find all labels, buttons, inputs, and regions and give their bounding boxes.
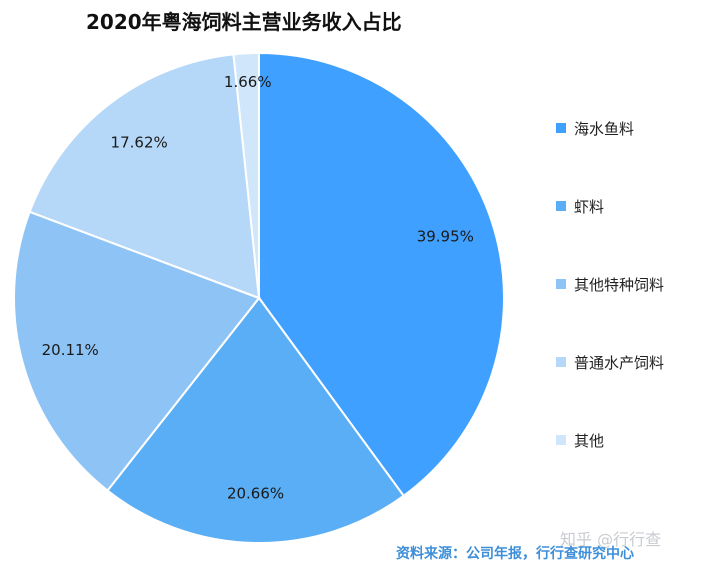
- chart-title: 2020年粤海饲料主营业务收入占比: [86, 10, 402, 34]
- legend-item: 虾料: [556, 194, 664, 218]
- legend-swatch: [556, 357, 566, 367]
- legend-item: 海水鱼料: [556, 116, 664, 140]
- legend-swatch: [556, 201, 566, 211]
- pie-slice: [13, 210, 261, 492]
- legend-label: 海水鱼料: [574, 119, 635, 138]
- slice-value-label: 39.95%: [417, 228, 474, 246]
- pie-slice: [258, 51, 505, 498]
- legend: 海水鱼料 虾料 其他特种饲料 普通水产饲料 其他: [556, 116, 664, 506]
- slice-value-label: 1.66%: [224, 73, 272, 91]
- pie-slice: [232, 51, 260, 299]
- legend-label: 普通水产饲料: [574, 353, 665, 372]
- legend-item: 其他特种饲料: [556, 272, 664, 296]
- slice-value-label: 20.66%: [227, 484, 284, 502]
- legend-item: 普通水产饲料: [556, 350, 664, 374]
- watermark: 知乎 @行行查: [560, 530, 662, 549]
- slice-value-label: 17.62%: [111, 133, 168, 151]
- legend-label: 其他特种饲料: [574, 275, 665, 294]
- legend-item: 其他: [556, 428, 664, 452]
- legend-swatch: [556, 435, 566, 445]
- slice-value-label: 20.11%: [42, 341, 99, 359]
- source-note: 资料来源：公司年报，行行查研究中心: [396, 546, 634, 562]
- pie-slice: [106, 296, 406, 544]
- legend-swatch: [556, 279, 566, 289]
- legend-label: 其他: [574, 431, 605, 450]
- pie-slice: [28, 53, 261, 300]
- legend-label: 虾料: [574, 197, 605, 216]
- legend-swatch: [556, 123, 566, 133]
